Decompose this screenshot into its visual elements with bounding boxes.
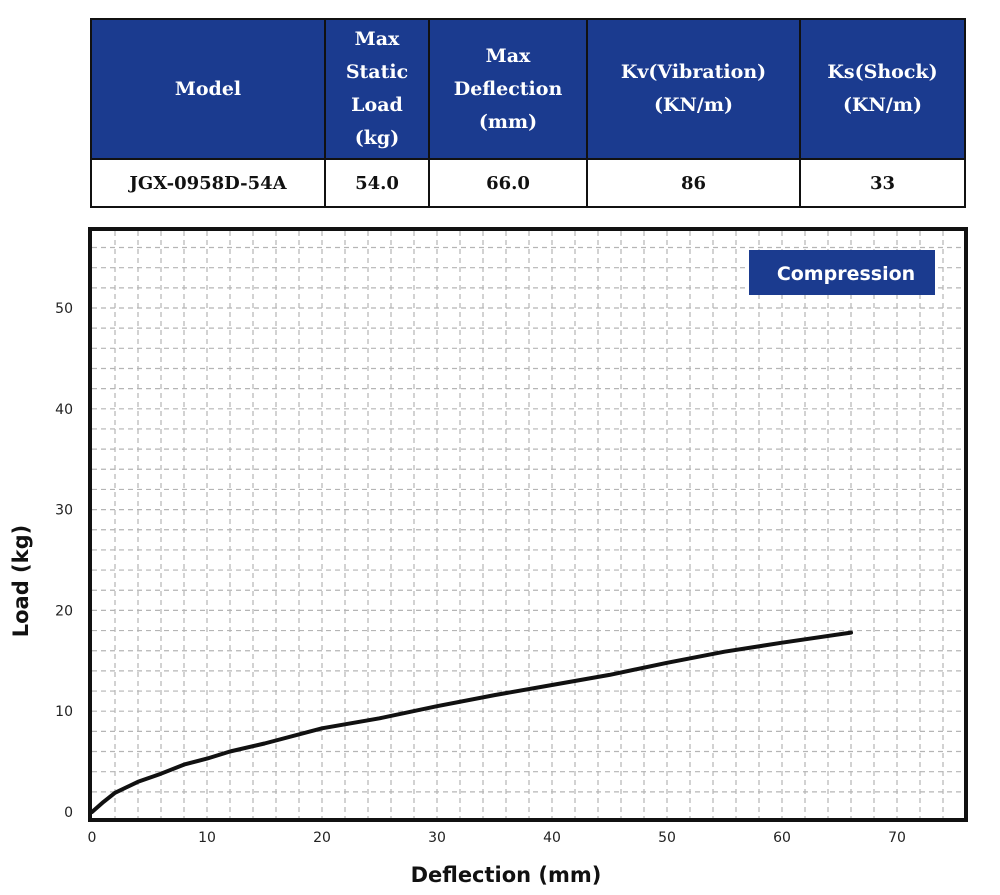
y-tick-label: 20 — [55, 603, 73, 619]
chart-grid — [92, 231, 964, 818]
x-tick-label: 40 — [543, 830, 561, 846]
legend-background — [749, 250, 935, 295]
y-tick-label: 50 — [55, 301, 73, 317]
header-ks: Ks(Shock) (KN/m) — [799, 18, 966, 160]
legend-label: Compression — [777, 263, 915, 285]
x-tick-label: 50 — [658, 830, 676, 846]
y-tick-label: 30 — [55, 503, 73, 519]
header-max-deflection: Max Deflection (mm) — [428, 18, 588, 160]
header-max-static-load: Max Static Load (kg) — [324, 18, 430, 160]
cell-max-deflection: 66.0 — [428, 158, 588, 208]
compression-curve — [90, 630, 853, 814]
y-tick-label: 10 — [55, 704, 73, 720]
x-tick-label: 20 — [313, 830, 331, 846]
plot-frame — [88, 227, 968, 822]
x-axis-title: Deflection (mm) — [411, 863, 602, 887]
y-tick-label: 0 — [64, 805, 73, 821]
x-tick-label: 0 — [88, 830, 97, 846]
x-tick-label: 60 — [773, 830, 791, 846]
x-tick-label: 70 — [888, 830, 906, 846]
cell-max-static-load: 54.0 — [324, 158, 430, 208]
spec-header-row: Model Max Static Load (kg) Max Deflection (mm… — [90, 18, 966, 160]
spec-data-row: JGX-0958D-54A 54.0 66.0 86 33 — [90, 158, 966, 208]
x-tick-labels: 0 10 20 30 40 50 60 70 — [88, 830, 906, 846]
legend-box: Compression — [749, 250, 935, 295]
header-model: Model — [90, 18, 326, 160]
spec-table: Model Max Static Load (kg) Max Deflection (mm… — [90, 18, 966, 208]
cell-ks: 33 — [799, 158, 966, 208]
y-axis-title: Load (kg) — [9, 525, 33, 638]
y-tick-labels: 0 10 20 30 40 50 — [55, 301, 73, 821]
cell-model: JGX-0958D-54A — [90, 158, 326, 208]
header-kv: Kv(Vibration) (KN/m) — [586, 18, 801, 160]
y-tick-label: 40 — [55, 402, 73, 418]
x-tick-label: 10 — [198, 830, 216, 846]
cell-kv: 86 — [586, 158, 801, 208]
x-tick-label: 30 — [428, 830, 446, 846]
